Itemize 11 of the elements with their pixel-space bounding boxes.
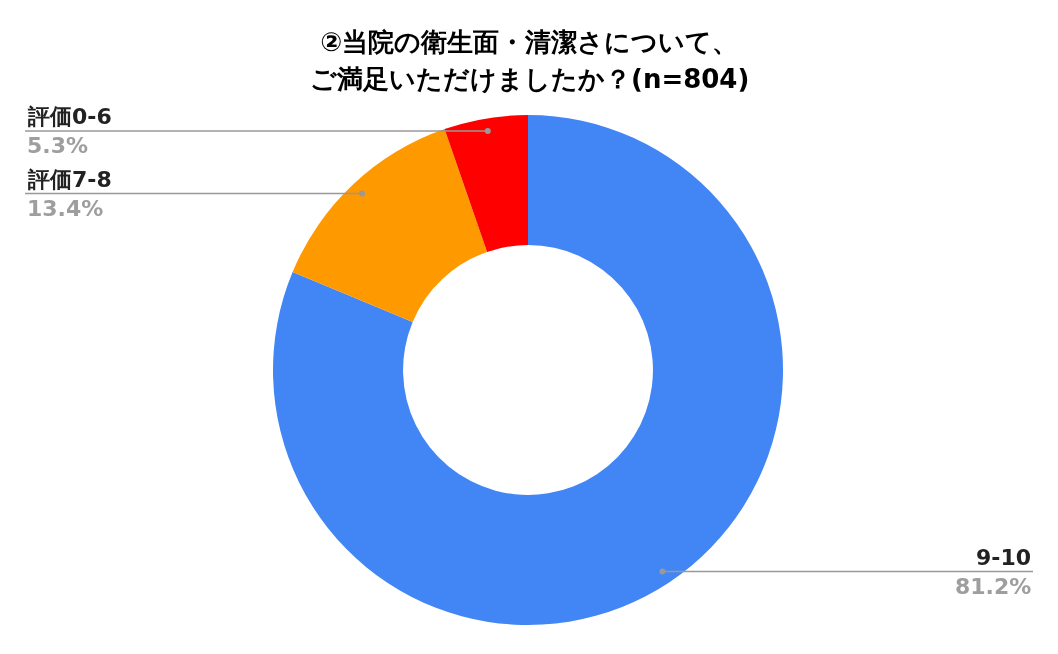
chart-subtitle: ご満足いただけましたか？(n=804)	[310, 64, 750, 94]
donut-slice	[292, 129, 488, 322]
donut-slice	[444, 115, 528, 252]
data-label: 13.4%	[27, 196, 104, 221]
donut-slice	[273, 115, 783, 625]
chart-title: ②当院の衛生面・清潔さについて、	[319, 26, 739, 57]
data-label: 5.3%	[27, 133, 89, 158]
slice-label: 9-10	[976, 545, 1032, 570]
slice-label: 評価0-6	[27, 104, 112, 129]
data-label: 81.2%	[955, 574, 1032, 599]
slice-label: 評価7-8	[27, 167, 112, 192]
